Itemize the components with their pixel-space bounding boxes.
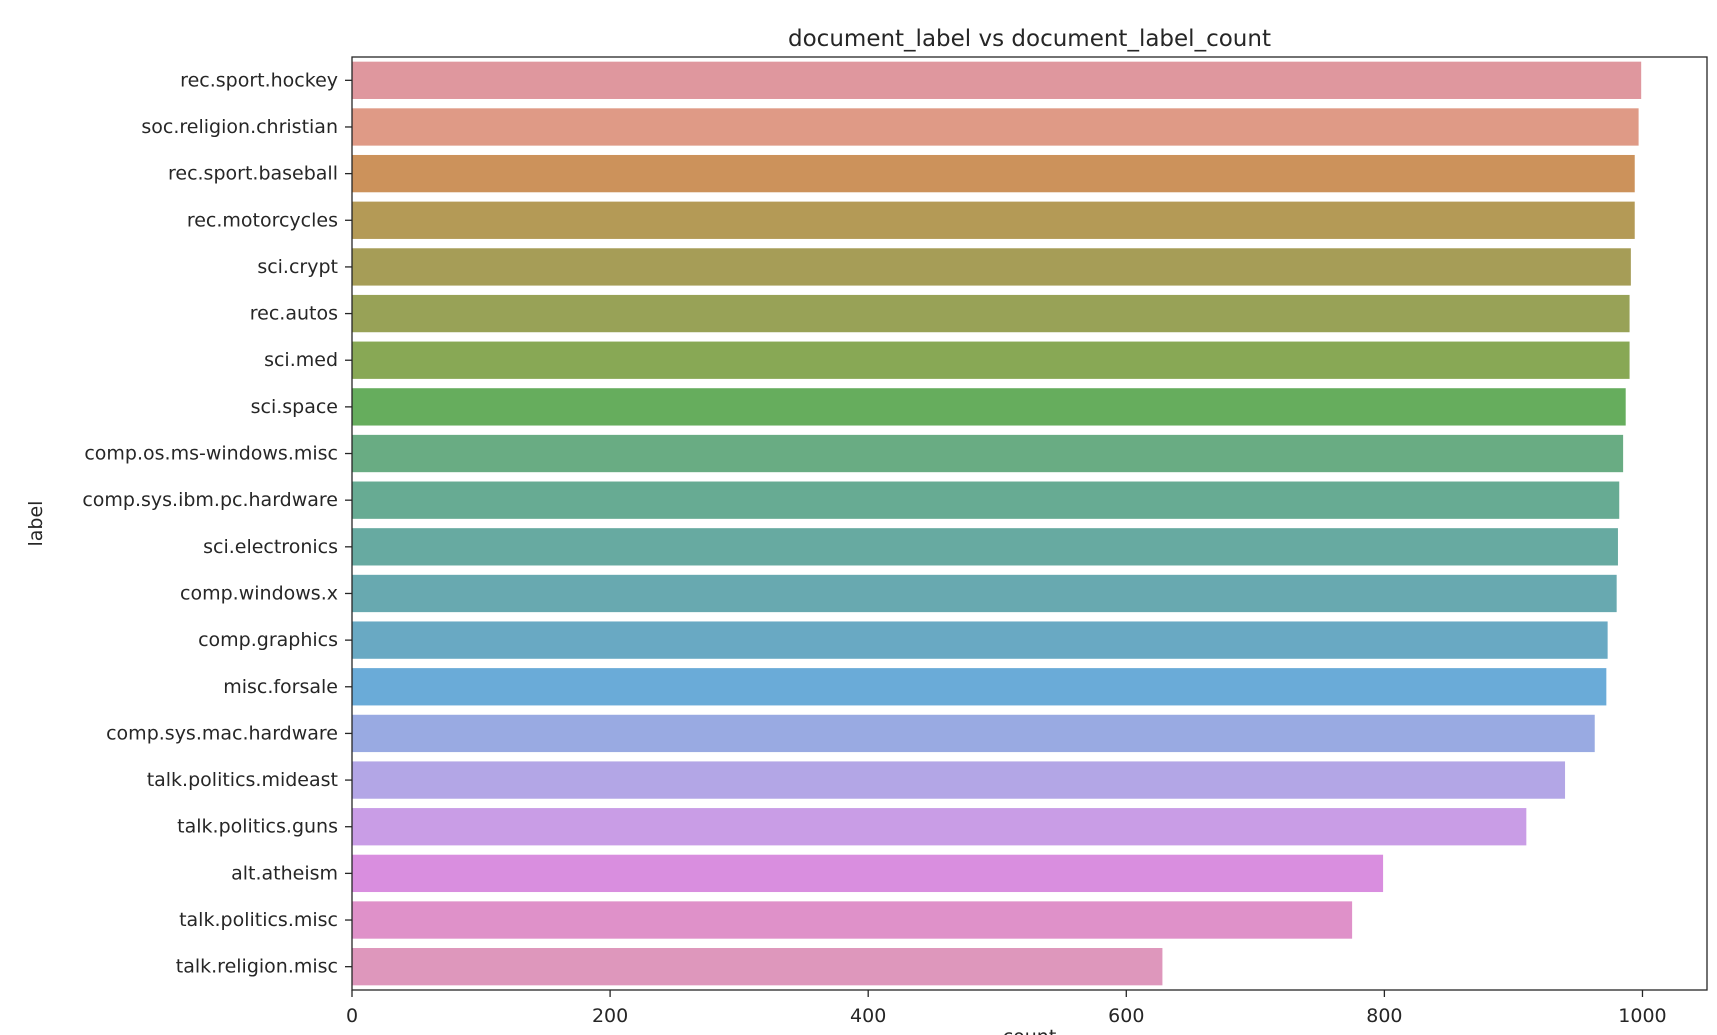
category-label-comp-sys-ibm-pc-hardware: comp.sys.ibm.pc.hardware [82, 489, 338, 511]
bar-talk-politics-guns [352, 808, 1527, 846]
bar-comp-windows-x [352, 574, 1617, 613]
category-label-talk-religion-misc: talk.religion.misc [176, 956, 338, 978]
x-ticks: 0 200 400 600 800 1000 [346, 990, 1667, 1027]
y-axis-title: label [25, 501, 47, 547]
bar-sci-crypt [352, 248, 1631, 286]
bar-comp-sys-mac-hardware [352, 714, 1595, 753]
category-label-rec-autos: rec.autos [250, 303, 338, 325]
x-tick-label: 0 [346, 1005, 358, 1027]
bars-layer [352, 61, 1642, 986]
bar-rec-autos [352, 294, 1630, 333]
plot-frame [351, 56, 1708, 991]
bar-talk-politics-misc [352, 901, 1353, 939]
bar-talk-religion-misc [352, 948, 1163, 986]
bar-sci-space [352, 388, 1626, 426]
x-tick-label: 400 [850, 1005, 886, 1027]
bar-talk-politics-mideast [352, 761, 1566, 799]
chart-title: document_label vs document_label_count [788, 26, 1271, 52]
category-label-alt-atheism: alt.atheism [231, 862, 338, 884]
bar-comp-os-ms-windows-misc [352, 434, 1624, 473]
category-label-comp-sys-mac-hardware: comp.sys.mac.hardware [106, 722, 338, 744]
category-label-talk-politics-misc: talk.politics.misc [179, 909, 338, 931]
category-label-rec-sport-hockey: rec.sport.hockey [180, 69, 338, 91]
bar-comp-graphics [352, 621, 1608, 659]
category-label-sci-space: sci.space [251, 396, 338, 418]
bar-rec-sport-baseball [352, 154, 1635, 193]
category-label-comp-windows-x: comp.windows.x [180, 582, 338, 604]
x-tick-label: 1000 [1618, 1005, 1666, 1027]
bar-soc-religion-christian [352, 108, 1639, 146]
bar-comp-sys-ibm-pc-hardware [352, 481, 1620, 519]
x-tick-label: 200 [592, 1005, 628, 1027]
x-tick-label: 800 [1366, 1005, 1402, 1027]
category-label-rec-sport-baseball: rec.sport.baseball [168, 163, 338, 185]
category-label-soc-religion-christian: soc.religion.christian [141, 116, 338, 138]
bar-sci-med [352, 341, 1630, 379]
bar-rec-motorcycles [352, 201, 1635, 239]
category-label-talk-politics-mideast: talk.politics.mideast [147, 769, 338, 791]
category-label-misc-forsale: misc.forsale [223, 676, 338, 698]
bar-rec-sport-hockey [352, 61, 1642, 99]
category-label-talk-politics-guns: talk.politics.guns [177, 816, 338, 838]
x-axis-title: count [1003, 1026, 1057, 1035]
category-label-comp-graphics: comp.graphics [198, 629, 338, 651]
category-label-rec-motorcycles: rec.motorcycles [187, 209, 338, 231]
x-tick-label: 600 [1108, 1005, 1144, 1027]
category-label-comp-os-ms-windows-misc: comp.os.ms-windows.misc [84, 443, 338, 465]
category-label-sci-med: sci.med [264, 349, 338, 371]
category-label-sci-electronics: sci.electronics [203, 536, 338, 558]
bar-sci-electronics [352, 528, 1618, 566]
bar-alt-atheism [352, 854, 1384, 893]
category-labels: rec.sport.hockey soc.religion.christian re… [82, 69, 352, 978]
bar-misc-forsale [352, 668, 1607, 706]
category-label-sci-crypt: sci.crypt [257, 256, 338, 278]
